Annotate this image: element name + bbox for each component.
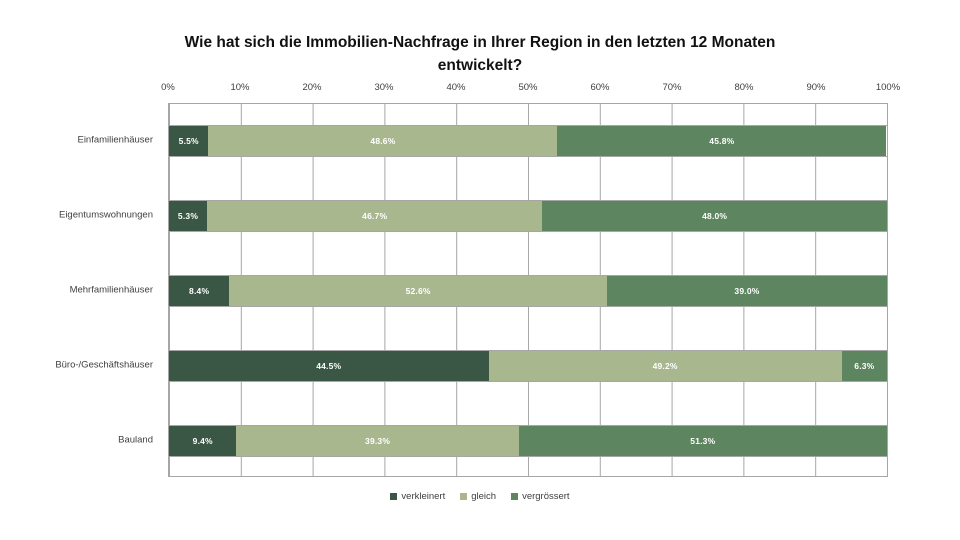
bar-segment-gleich: 52.6%: [229, 276, 607, 306]
bar-value-label: 9.4%: [192, 435, 213, 446]
bar-segment-verkleinert: 44.5%: [169, 350, 489, 381]
chart-title-line2: entwickelt?: [437, 57, 523, 75]
bar-segment-gleich: 46.7%: [207, 201, 543, 232]
x-axis-tick-label: 80%: [734, 82, 754, 93]
bar-value-label: 6.3%: [854, 360, 875, 371]
bar-value-label: 44.5%: [316, 360, 342, 371]
bar-segment-gleich: 39.3%: [236, 425, 519, 456]
bar-value-label: 39.0%: [734, 286, 760, 296]
bar-segment-vergrössert: 39.0%: [606, 276, 887, 306]
x-axis-tick-label: 100%: [875, 82, 901, 93]
legend-swatch-icon: [511, 493, 519, 500]
bar-value-label: 46.7%: [362, 211, 388, 222]
category-label: Bauland: [118, 434, 153, 446]
bar-row: 9.4% 39.3% 51.3%: [169, 424, 887, 457]
chart-title: Wie hat sich die Immobilien-Nachfrage in…: [0, 31, 960, 78]
bar-value-label: 51.3%: [690, 435, 716, 446]
x-axis-tick-label: 30%: [374, 82, 394, 93]
category-label: Büro-/Geschäftshäuser: [55, 359, 153, 371]
legend-item-gleich: gleich: [460, 491, 496, 502]
bar-row: 5.3% 46.7% 48.0%: [169, 200, 887, 233]
bar-value-label: 48.0%: [702, 211, 728, 222]
category-label: Einfamilienhäuser: [77, 134, 153, 146]
x-axis-tick-label: 40%: [446, 82, 466, 93]
bar-segment-vergrössert: 6.3%: [841, 350, 887, 381]
bar-row: 8.4% 52.6% 39.0%: [169, 275, 887, 307]
bar-row: 44.5% 49.2% 6.3%: [169, 349, 887, 382]
x-axis-tick-label: 90%: [806, 82, 826, 93]
legend-swatch-icon: [390, 493, 398, 500]
bar-segment-vergrössert: 48.0%: [542, 201, 887, 232]
bar-segment-vergrössert: 45.8%: [557, 126, 887, 157]
bar-segment-verkleinert: 5.3%: [169, 201, 208, 232]
bar-segment-verkleinert: 9.4%: [169, 425, 237, 456]
bar-value-label: 5.3%: [177, 211, 199, 222]
bar-segment-gleich: 49.2%: [488, 350, 842, 381]
bar-value-label: 8.4%: [189, 286, 210, 296]
x-axis-tick-label: 0%: [161, 82, 175, 93]
x-axis-tick-label: 60%: [590, 82, 610, 93]
x-axis-tick-label: 70%: [662, 82, 682, 93]
chart-title-line1: Wie hat sich die Immobilien-Nachfrage in…: [184, 34, 776, 51]
x-axis-tick-label: 50%: [518, 82, 538, 93]
x-axis-tick-label: 20%: [302, 82, 322, 93]
bar-value-label: 45.8%: [709, 136, 735, 147]
legend-item-verkleinert: verkleinert: [390, 491, 445, 502]
bar-row: 5.5% 48.6% 45.8%: [169, 125, 887, 158]
bar-segment-verkleinert: 8.4%: [169, 276, 230, 306]
category-label: Mehrfamilienhäuser: [69, 284, 153, 296]
bar-value-label: 5.5%: [178, 136, 199, 147]
x-axis-tick-label: 10%: [230, 82, 250, 93]
bar-segment-gleich: 48.6%: [208, 126, 558, 157]
plot-area: 5.5% 48.6% 45.8% 5.3% 46.7% 48.0% 8.4% 52.6% 39.…: [168, 103, 888, 477]
bar-value-label: 39.3%: [365, 435, 391, 446]
bar-value-label: 49.2%: [652, 360, 678, 371]
legend-label: verkleinert: [401, 491, 446, 502]
bar-value-label: 48.6%: [370, 136, 396, 147]
bar-segment-vergrössert: 51.3%: [518, 425, 887, 456]
legend-swatch-icon: [460, 493, 468, 500]
bar-segment-verkleinert: 5.5%: [169, 126, 209, 157]
bar-value-label: 52.6%: [405, 286, 431, 296]
legend-label: vergrössert: [522, 491, 570, 502]
legend-label: gleich: [471, 491, 497, 502]
category-label: Eigentumswohnungen: [58, 209, 153, 221]
legend-item-vergrössert: vergrössert: [511, 491, 570, 502]
legend: verkleinert gleich vergrössert: [0, 491, 960, 502]
